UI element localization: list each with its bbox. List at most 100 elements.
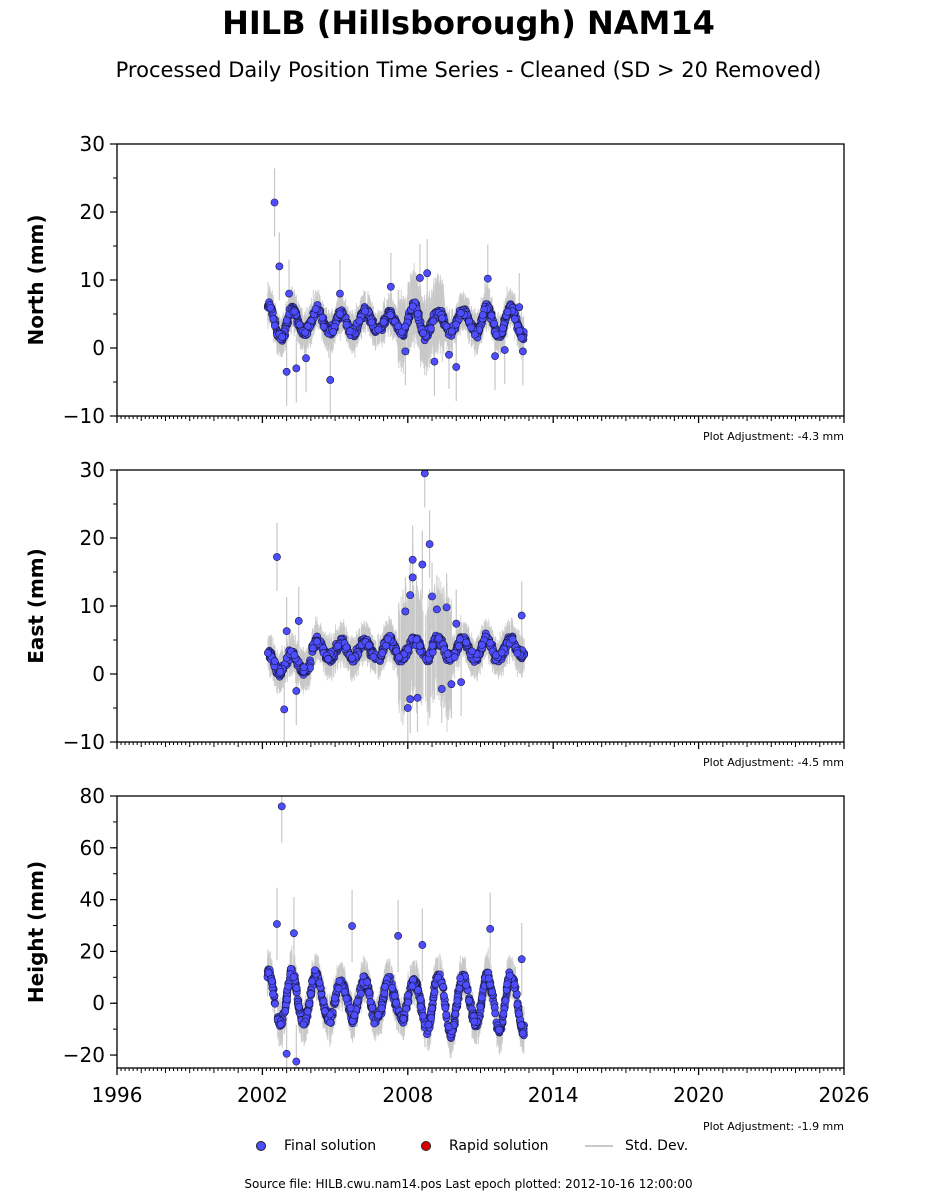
plot-adjustment-label: Plot Adjustment: -4.5 mm xyxy=(703,756,844,769)
data-point xyxy=(270,657,279,666)
outlier-point xyxy=(292,364,301,373)
outlier-point xyxy=(452,363,461,371)
data-point xyxy=(318,313,327,322)
data-point xyxy=(282,316,291,325)
outlier-point xyxy=(432,605,441,614)
outlier-point xyxy=(457,678,466,687)
data-point xyxy=(295,320,304,329)
data-point xyxy=(367,318,376,327)
y-tick-label: 0 xyxy=(92,662,105,686)
outlier-point xyxy=(401,347,410,356)
data-point xyxy=(447,327,456,336)
data-point xyxy=(413,309,422,318)
outlier-point xyxy=(420,470,429,478)
y-tick-label: 30 xyxy=(80,132,105,156)
data-point xyxy=(334,641,342,650)
outlier-point xyxy=(294,617,303,625)
data-point xyxy=(369,652,378,661)
outlier-point xyxy=(445,350,453,359)
data-point xyxy=(497,648,506,657)
data-point xyxy=(263,649,272,657)
data-point xyxy=(278,333,287,341)
plot-frame xyxy=(116,469,845,743)
data-point xyxy=(361,307,369,316)
data-point xyxy=(311,304,320,313)
y-axis-label: North (mm) xyxy=(24,214,48,345)
data-point xyxy=(492,330,501,339)
outlier-point xyxy=(280,705,289,714)
y-tick-label: 20 xyxy=(80,526,105,550)
data-point xyxy=(378,649,387,657)
y-axis-label: East (mm) xyxy=(24,548,48,664)
data-point xyxy=(386,311,395,319)
data-point xyxy=(401,322,410,331)
outlier-point xyxy=(406,591,415,600)
outlier-point xyxy=(403,704,412,712)
data-point xyxy=(415,641,424,650)
outlier-point xyxy=(483,274,492,283)
data-point xyxy=(270,321,279,330)
data-point xyxy=(428,641,437,650)
outlier-point xyxy=(275,262,284,271)
y-tick-label: 10 xyxy=(80,268,105,292)
data-point xyxy=(395,653,403,662)
outlier-point xyxy=(423,269,432,278)
data-point xyxy=(419,329,428,337)
data-point xyxy=(379,318,388,326)
data-point xyxy=(335,310,344,318)
y-tick-label: −10 xyxy=(63,404,105,428)
data-point xyxy=(301,328,310,337)
plot-adjustment-label: Plot Adjustment: -4.3 mm xyxy=(703,430,844,443)
outlier-point xyxy=(442,603,451,612)
outlier-point xyxy=(491,352,499,361)
data-point xyxy=(365,641,373,650)
outlier-point xyxy=(519,347,527,356)
data-point xyxy=(290,307,299,316)
data-point xyxy=(428,648,437,657)
outlier-point xyxy=(408,555,417,564)
data-point xyxy=(269,314,278,323)
outlier-point xyxy=(336,289,344,298)
data-point xyxy=(382,641,390,650)
data-point xyxy=(308,644,317,653)
outlier-point xyxy=(285,289,293,298)
outlier-point xyxy=(416,274,424,282)
data-point xyxy=(515,326,524,335)
y-tick-label: 0 xyxy=(92,336,105,360)
outlier-point xyxy=(437,685,446,693)
data-point xyxy=(467,323,476,332)
std-dev-bars xyxy=(267,168,525,414)
data-point xyxy=(266,303,275,312)
data-point xyxy=(412,635,421,644)
data-point xyxy=(342,643,351,652)
outlier-point xyxy=(282,367,291,376)
outlier-point xyxy=(418,560,427,569)
data-point xyxy=(383,634,392,643)
data-point xyxy=(490,319,499,328)
data-point xyxy=(404,645,412,654)
data-point xyxy=(408,302,417,311)
data-point xyxy=(513,649,522,658)
data-point xyxy=(487,311,496,320)
outlier-point xyxy=(517,611,526,620)
outlier-point xyxy=(447,680,456,689)
outlier-point xyxy=(282,627,291,636)
data-point xyxy=(508,635,517,644)
outlier-point xyxy=(413,693,422,702)
outlier-point xyxy=(406,695,415,704)
data-point xyxy=(452,320,460,329)
data-point xyxy=(517,333,526,342)
data-point xyxy=(499,324,507,333)
chart-subtitle: Processed Daily Position Time Series - C… xyxy=(115,58,822,82)
data-point xyxy=(394,322,403,331)
plot-frame xyxy=(116,143,845,417)
outlier-point xyxy=(430,357,439,366)
outlier-point xyxy=(425,540,434,549)
data-point xyxy=(319,322,328,331)
data-point xyxy=(427,324,435,333)
y-tick-label: 10 xyxy=(80,594,105,618)
outlier-point xyxy=(515,303,524,312)
data-point xyxy=(450,653,459,662)
y-tick-label: 30 xyxy=(80,458,105,482)
data-point xyxy=(345,327,354,336)
